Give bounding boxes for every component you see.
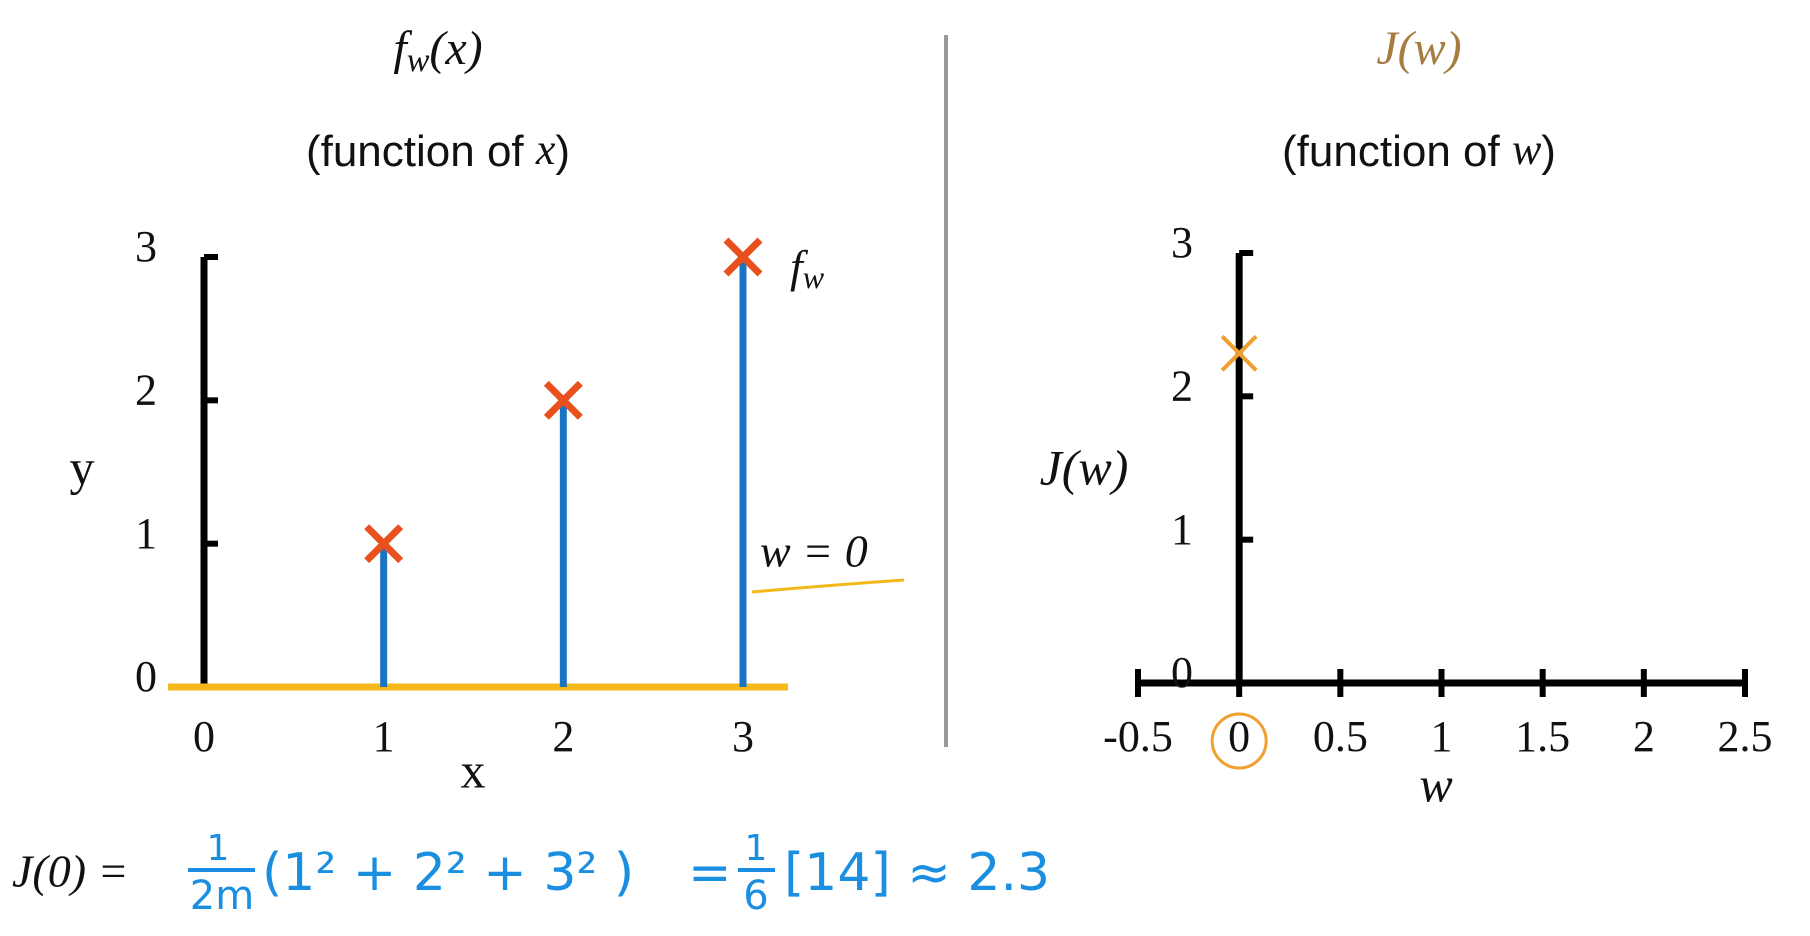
- title-part: w: [407, 42, 430, 79]
- y-tick-label: 2: [135, 365, 157, 414]
- formula-num: 1: [207, 828, 230, 869]
- model-label: fw: [790, 241, 825, 296]
- model-label-part: w: [803, 259, 825, 295]
- x-marker: [543, 380, 583, 420]
- title-part: J(w): [1376, 22, 1461, 75]
- formula-den: 2m: [190, 873, 254, 919]
- x-tick-label: 1.5: [1515, 712, 1570, 761]
- x-tick-label: 1: [373, 712, 395, 761]
- subtitle-part: ): [1541, 127, 1556, 176]
- x-tick-label: 0.5: [1313, 712, 1368, 761]
- subtitle-part: ): [555, 127, 570, 176]
- param-label: w = 0: [760, 526, 868, 577]
- chart-title: J(w): [1376, 22, 1461, 75]
- x-axis-title: x: [461, 742, 486, 798]
- y-axis-title: J(w): [1040, 439, 1129, 495]
- x-tick-label: 0: [1228, 712, 1250, 761]
- y-tick-label: 1: [1171, 505, 1193, 554]
- chart-subtitle: (function of x): [306, 125, 570, 176]
- formula-eq: =: [688, 843, 732, 903]
- y-tick-label: 1: [135, 509, 157, 558]
- x-tick-label: 2.5: [1718, 712, 1773, 761]
- y-tick-label: 2: [1171, 361, 1193, 410]
- subtitle-part: x: [535, 125, 556, 174]
- subtitle-part: (function of: [306, 127, 536, 176]
- formula-num: 1: [745, 828, 768, 869]
- subtitle-part: (function of: [1282, 127, 1512, 176]
- formula-lhs: J(0) =: [12, 846, 129, 897]
- y-tick-label: 0: [135, 652, 157, 701]
- highlight-circle: [1210, 712, 1268, 770]
- x-tick-label: 1: [1431, 712, 1453, 761]
- chart-title: fw(x): [393, 22, 482, 79]
- x-marker: [364, 524, 404, 564]
- title-part: (x): [429, 22, 482, 75]
- y-axis-title: y: [70, 439, 95, 495]
- x-tick-label: 3: [732, 712, 754, 761]
- x-marker: [723, 237, 763, 277]
- chart-subtitle: (function of w): [1282, 125, 1556, 176]
- formula-sum: (1² + 2² + 3² ): [262, 843, 634, 903]
- x-axis-title: w: [1419, 756, 1452, 812]
- formula-rhs: [14] ≈ 2.3: [784, 843, 1050, 903]
- x-tick-label: 0: [193, 712, 215, 761]
- formula-den: 6: [743, 873, 768, 919]
- formula: J(0) = 1 2m (1² + 2² + 3² ) = 1 6 [14] ≈…: [12, 828, 1050, 919]
- x-tick-label: 2: [1633, 712, 1655, 761]
- subtitle-part: w: [1512, 125, 1542, 174]
- y-tick-label: 0: [1171, 648, 1193, 697]
- x-marker: [1220, 334, 1258, 372]
- x-tick-label: 2: [552, 712, 574, 761]
- y-tick-label: 3: [135, 222, 157, 271]
- param-underline: [751, 578, 905, 594]
- y-tick-label: 3: [1171, 218, 1193, 267]
- x-tick-label: -0.5: [1103, 712, 1173, 761]
